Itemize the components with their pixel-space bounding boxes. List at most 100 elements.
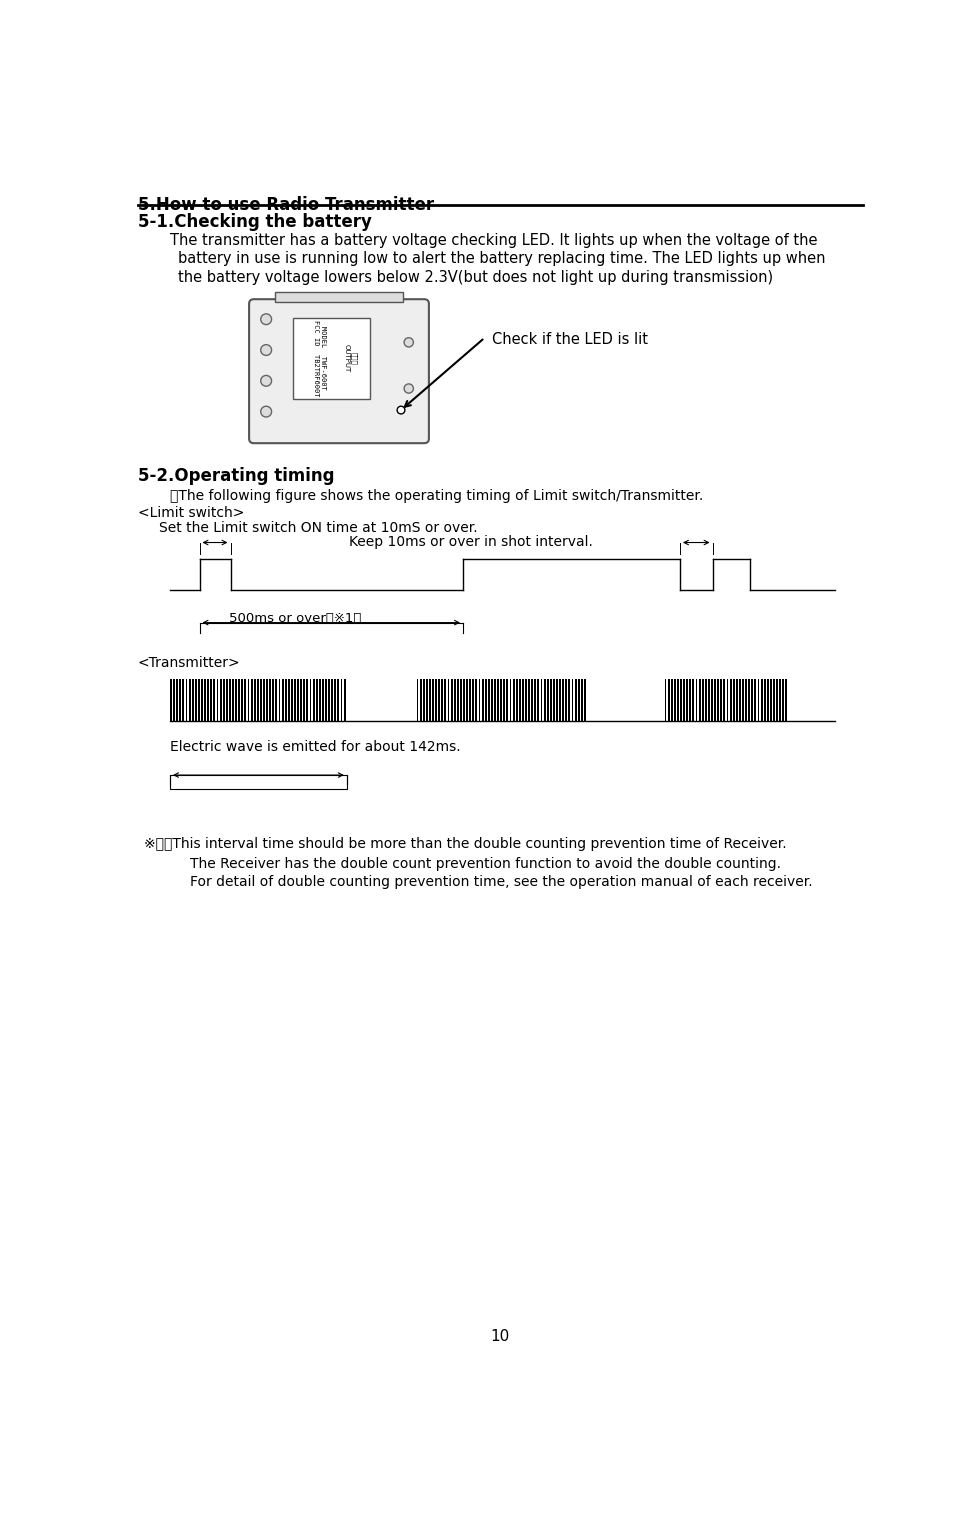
Bar	[201, 679, 203, 721]
Bar	[451, 679, 453, 721]
Bar	[665, 679, 667, 721]
Bar	[705, 679, 707, 721]
Bar	[304, 679, 305, 721]
Bar	[779, 679, 781, 721]
Bar	[562, 679, 564, 721]
Bar	[763, 679, 765, 721]
Bar	[435, 679, 437, 721]
Bar	[478, 679, 480, 721]
Bar	[467, 679, 468, 721]
Bar	[214, 679, 216, 721]
Bar	[266, 679, 268, 721]
Text: For detail of double counting prevention time, see the operation manual of each : For detail of double counting prevention…	[190, 876, 813, 890]
Bar	[736, 679, 738, 721]
Bar	[730, 679, 732, 721]
Bar	[312, 679, 314, 721]
Text: Set the Limit switch ON time at 10mS or over.: Set the Limit switch ON time at 10mS or …	[159, 521, 478, 534]
Bar	[757, 679, 759, 721]
Bar	[512, 679, 514, 721]
Bar	[584, 679, 586, 721]
Bar	[428, 679, 430, 721]
Bar	[547, 679, 549, 721]
Bar	[241, 679, 243, 721]
Bar	[752, 679, 753, 721]
Bar	[207, 679, 209, 721]
Bar	[497, 679, 499, 721]
Text: <Limit switch>: <Limit switch>	[138, 505, 244, 519]
Bar	[257, 679, 259, 721]
Bar	[285, 679, 287, 721]
Text: MODEL  TWF-600T
FCC ID  TB2TRF600T: MODEL TWF-600T FCC ID TB2TRF600T	[313, 320, 326, 396]
Bar	[723, 679, 725, 721]
Bar	[552, 679, 554, 721]
Bar	[491, 679, 493, 721]
Bar	[448, 679, 449, 721]
Bar	[504, 679, 506, 721]
Bar	[767, 679, 769, 721]
Bar	[438, 679, 440, 721]
Bar	[680, 679, 682, 721]
Bar	[501, 679, 502, 721]
Bar	[565, 679, 567, 721]
Bar	[677, 679, 679, 721]
Bar	[783, 679, 785, 721]
Bar	[269, 679, 271, 721]
Text: 500ms or over（※1）: 500ms or over（※1）	[229, 612, 361, 625]
Bar	[423, 679, 425, 721]
Bar	[417, 679, 419, 721]
Bar	[673, 679, 675, 721]
Bar	[714, 679, 716, 721]
Bar	[244, 679, 246, 721]
Text: The transmitter has a battery voltage checking LED. It lights up when the voltag: The transmitter has a battery voltage ch…	[170, 232, 818, 247]
Bar	[251, 679, 253, 721]
Bar	[581, 679, 583, 721]
Bar	[341, 679, 343, 721]
Bar	[232, 679, 234, 721]
Circle shape	[261, 375, 271, 386]
Text: 連絡先
OUTPUT: 連絡先 OUTPUT	[344, 345, 357, 372]
Bar	[217, 679, 219, 721]
Text: ※１　This interval time should be more than the double counting prevention time of: ※１ This interval time should be more tha…	[143, 836, 787, 850]
Bar	[711, 679, 712, 721]
Bar	[786, 679, 788, 721]
Bar	[454, 679, 456, 721]
Bar	[668, 679, 670, 721]
Bar	[264, 679, 265, 721]
Bar	[494, 679, 496, 721]
Bar	[733, 679, 735, 721]
Bar	[272, 679, 274, 721]
Bar	[749, 679, 751, 721]
Bar	[198, 679, 200, 721]
Bar	[191, 679, 193, 721]
Bar	[294, 679, 296, 721]
Bar	[534, 679, 536, 721]
Bar	[572, 679, 574, 721]
Circle shape	[261, 345, 271, 355]
Bar	[229, 679, 231, 721]
Bar	[485, 679, 487, 721]
Bar	[683, 679, 685, 721]
Bar	[515, 679, 517, 721]
Bar	[469, 679, 471, 721]
Bar	[235, 679, 237, 721]
Bar	[708, 679, 710, 721]
Text: 10: 10	[491, 1330, 509, 1345]
Bar	[260, 679, 262, 721]
Bar	[328, 679, 330, 721]
Bar	[538, 679, 540, 721]
Bar	[183, 679, 184, 721]
Bar	[335, 679, 337, 721]
Bar	[457, 679, 459, 721]
Bar	[225, 679, 227, 721]
Bar	[309, 679, 311, 721]
Text: <Transmitter>: <Transmitter>	[138, 656, 240, 669]
Text: Keep 10ms or over in shot interval.: Keep 10ms or over in shot interval.	[348, 534, 592, 550]
Bar	[204, 679, 206, 721]
Circle shape	[404, 337, 414, 348]
Bar	[282, 679, 284, 721]
Bar	[211, 679, 213, 721]
Bar	[254, 679, 256, 721]
Bar	[488, 679, 490, 721]
Bar	[720, 679, 722, 721]
Bar	[689, 679, 691, 721]
